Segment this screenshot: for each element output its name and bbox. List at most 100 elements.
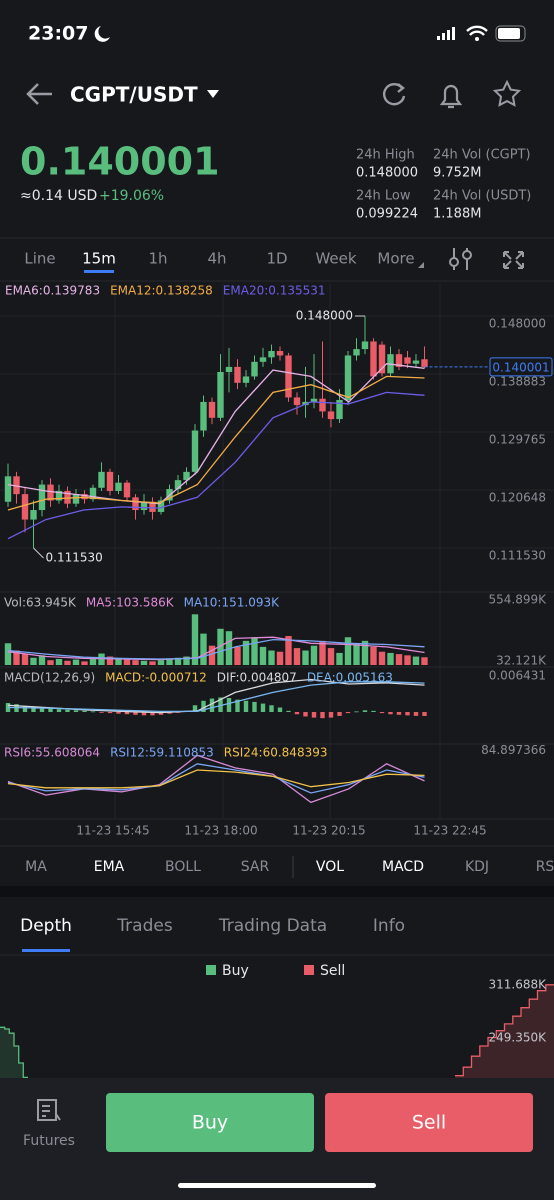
macd-bar: [107, 711, 113, 714]
section-tab[interactable]: Info: [373, 916, 405, 936]
section-tab[interactable]: Trading Data: [218, 916, 327, 936]
last-price-tag: [489, 357, 553, 377]
indicator-tab[interactable]: SAR: [241, 859, 270, 875]
candle-body: [412, 360, 420, 364]
volume-bar: [234, 646, 241, 665]
timeframe-tab[interactable]: Line: [24, 250, 55, 268]
macd-bar: [422, 711, 427, 716]
timeframe-tab[interactable]: 1D: [266, 250, 287, 268]
candle-body: [81, 494, 88, 500]
y-tick-label: 0.138883: [489, 375, 546, 389]
macd-bar: [396, 711, 402, 715]
indicator-tab[interactable]: BOLL: [165, 859, 201, 875]
settings-button[interactable]: [449, 248, 472, 270]
macd-bar: [345, 711, 351, 714]
indicator-tab[interactable]: MACD: [382, 859, 424, 875]
macd-bar: [116, 711, 121, 714]
stat-value: 0.148000: [356, 166, 418, 181]
candle-body: [123, 482, 131, 498]
macd-bar: [260, 703, 266, 712]
stat-value: 0.099224: [356, 207, 418, 222]
indicator-tab[interactable]: VOL: [316, 859, 344, 875]
volume-bar: [302, 650, 309, 665]
volume-bar: [174, 657, 182, 665]
sell-button-label[interactable]: Sell: [412, 1112, 446, 1134]
indicator-line: [7, 638, 425, 660]
futures-icon[interactable]: [37, 1099, 61, 1121]
favorite-button[interactable]: [492, 79, 522, 107]
depth-area: [0, 1027, 28, 1078]
volume-bar: [361, 640, 369, 665]
volume-bar: [336, 652, 343, 665]
volume-bar: [412, 656, 420, 665]
candle-body: [21, 494, 29, 520]
indicator-tab[interactable]: EMA: [94, 859, 125, 875]
panel-title: Vol:63.945K: [4, 596, 77, 610]
timeframe-tab[interactable]: More: [377, 250, 414, 268]
candle-body: [259, 357, 267, 362]
macd-bar: [337, 711, 342, 716]
candle-body: [353, 349, 360, 356]
macd-bar: [99, 711, 104, 713]
buy-button[interactable]: [106, 1093, 314, 1152]
macd-bar: [124, 711, 130, 715]
buy-button-label[interactable]: Buy: [192, 1112, 228, 1134]
volume-bar: [106, 656, 114, 665]
alert-button[interactable]: [439, 84, 463, 109]
candle-body: [293, 397, 301, 406]
timeframe-tab[interactable]: 1h: [148, 250, 167, 268]
refresh-button[interactable]: [383, 83, 406, 106]
stat-label: 24h Low: [356, 189, 411, 204]
legend-entry: EMA12:0.138258: [110, 284, 213, 298]
macd-bar: [82, 710, 87, 712]
macd-bar: [252, 701, 257, 712]
candle-body: [4, 476, 12, 502]
fullscreen-button[interactable]: [503, 251, 524, 269]
y-tick-label: 0.148000: [489, 317, 546, 331]
candle-body: [336, 399, 343, 420]
macd-bar: [294, 711, 300, 715]
indicator-tab[interactable]: RS: [536, 859, 554, 875]
volume-bar: [132, 660, 139, 665]
futures-label[interactable]: Futures: [23, 1133, 75, 1149]
depth-line: [0, 1026, 28, 1079]
y-tick-label: 0.129765: [489, 433, 546, 447]
charts: Line 15m 1h 4h 1D Week More 0.148000 0.138883 0.1…: [0, 250, 554, 1079]
indicator-tab[interactable]: MA: [25, 859, 47, 875]
section-tab[interactable]: Trades: [116, 916, 173, 936]
home-indicator: [178, 1183, 376, 1188]
macd-bar: [303, 711, 308, 717]
wifi-icon: [466, 25, 488, 36]
volume-bar: [421, 657, 428, 665]
candle-body: [89, 487, 97, 500]
timeframe-tab[interactable]: 4h: [207, 250, 226, 268]
pair-title[interactable]: CGPT/USDT: [70, 83, 198, 107]
usd-price: ≈0.14 USD: [20, 188, 97, 204]
wifi-dot: [475, 37, 479, 41]
candle-body: [285, 355, 292, 398]
sell-button[interactable]: [325, 1093, 533, 1152]
clock: 23:07: [28, 23, 88, 45]
indicator-tab[interactable]: KDJ: [465, 859, 489, 875]
volume-bar: [404, 655, 411, 665]
timeframe-tab[interactable]: 15m: [82, 250, 116, 268]
macd-bar: [286, 710, 291, 712]
timeframe-tab[interactable]: Week: [315, 250, 356, 268]
volume-bar: [21, 654, 29, 665]
volume-bar: [217, 628, 224, 665]
max-label: 0.148000: [296, 309, 353, 323]
pair-dropdown[interactable]: [207, 90, 219, 98]
candle-body: [242, 376, 250, 383]
back-button[interactable]: [26, 83, 52, 105]
x-tick-label: 11-23 22:45: [413, 824, 486, 838]
section-tab[interactable]: Depth: [20, 916, 72, 936]
macd-bar: [133, 711, 138, 715]
legend-entry: EMA20:0.135531: [223, 284, 326, 298]
candle-body: [64, 490, 71, 504]
candle-body: [268, 351, 275, 358]
indicator-line: [7, 754, 425, 804]
volume-bar: [72, 659, 80, 665]
indicator-line: [7, 391, 425, 540]
candle-body: [106, 471, 114, 491]
